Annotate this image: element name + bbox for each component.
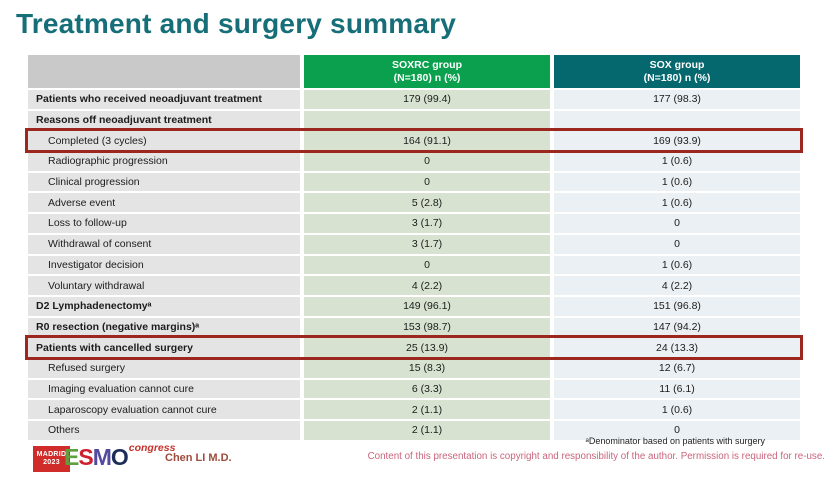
copyright-notice: Content of this presentation is copyrigh…	[367, 451, 825, 462]
sox-value: 177 (98.3)	[554, 90, 800, 109]
table-row: Imaging evaluation cannot cure 6 (3.3) 11 …	[28, 379, 800, 399]
soxrc-value: 15 (8.3)	[304, 358, 550, 378]
sox-value: 169 (93.9)	[554, 131, 800, 151]
row-label: R0 resection (negative margins)ᵃ	[28, 317, 300, 337]
sox-value: 147 (94.2)	[554, 317, 800, 337]
soxrc-value: 6 (3.3)	[304, 379, 550, 399]
madrid-2023-badge: MADRID 2023	[33, 446, 70, 472]
row-label: Patients who received neoadjuvant treatm…	[28, 90, 300, 109]
soxrc-value: 0	[304, 172, 550, 192]
row-label: Radiographic progression	[28, 152, 300, 171]
table-header-row: SOXRC group (N=180) n (%) SOX group (N=1…	[28, 55, 800, 88]
soxrc-value: 0	[304, 255, 550, 275]
sox-value: 1 (0.6)	[554, 400, 800, 419]
row-label: Refused surgery	[28, 358, 300, 378]
soxrc-value: 5 (2.8)	[304, 193, 550, 213]
column-header-sox-line1: SOX group	[649, 59, 705, 71]
sox-value: 12 (6.7)	[554, 358, 800, 378]
table-row: D2 Lymphadenectomyᵃ 149 (96.1) 151 (96.8)	[28, 296, 800, 316]
column-header-soxrc-line2: (N=180) n (%)	[393, 71, 461, 84]
row-label: Laparoscopy evaluation cannot cure	[28, 400, 300, 419]
sox-value	[554, 110, 800, 130]
table-row-highlighted: Patients with cancelled surgery 25 (13.9)…	[25, 335, 803, 360]
esmo-letter: M	[92, 444, 112, 470]
soxrc-value: 153 (98.7)	[304, 317, 550, 337]
table-row: Withdrawal of consent 3 (1.7) 0	[28, 234, 800, 254]
table-row: Laparoscopy evaluation cannot cure 2 (1.1…	[28, 400, 800, 419]
table-row: Refused surgery 15 (8.3) 12 (6.7)	[28, 358, 800, 378]
summary-table: SOXRC group (N=180) n (%) SOX group (N=1…	[25, 55, 803, 442]
row-label: Adverse event	[28, 193, 300, 213]
sox-value: 0	[554, 234, 800, 254]
table-row: Voluntary withdrawal 4 (2.2) 4 (2.2)	[28, 276, 800, 295]
soxrc-value: 25 (13.9)	[304, 338, 550, 357]
row-label: Loss to follow-up	[28, 214, 300, 233]
esmo-letter: O	[110, 444, 129, 470]
table-footnote: ᵃDenominator based on patients with surg…	[585, 436, 765, 446]
sox-value: 0	[554, 214, 800, 233]
congress-label: congress	[128, 442, 176, 454]
row-label: Voluntary withdrawal	[28, 276, 300, 295]
presenter-name: Chen LI M.D.	[165, 452, 232, 464]
row-label: Imaging evaluation cannot cure	[28, 379, 300, 399]
column-header-sox: SOX group (N=180) n (%)	[554, 55, 800, 88]
table-row: Loss to follow-up 3 (1.7) 0	[28, 214, 800, 233]
soxrc-value: 0	[304, 152, 550, 171]
table-row: Others 2 (1.1) 0	[28, 421, 800, 440]
sox-value: 11 (6.1)	[554, 379, 800, 399]
soxrc-value: 2 (1.1)	[304, 400, 550, 419]
soxrc-value: 3 (1.7)	[304, 214, 550, 233]
table-row: Reasons off neoadjuvant treatment	[28, 110, 800, 130]
sox-value: 1 (0.6)	[554, 152, 800, 171]
soxrc-value: 2 (1.1)	[304, 421, 550, 440]
table-row-highlighted: Completed (3 cycles) 164 (91.1) 169 (93.9)	[25, 128, 803, 154]
sox-value: 1 (0.6)	[554, 255, 800, 275]
row-label: Clinical progression	[28, 172, 300, 192]
row-label: Withdrawal of consent	[28, 234, 300, 254]
soxrc-value: 179 (99.4)	[304, 90, 550, 109]
sox-value: 24 (13.3)	[554, 338, 800, 357]
sox-value: 1 (0.6)	[554, 193, 800, 213]
row-label: Completed (3 cycles)	[28, 131, 300, 151]
year-label: 2023	[43, 459, 60, 466]
madrid-label: MADRID	[36, 451, 67, 458]
table-row: Adverse event 5 (2.8) 1 (0.6)	[28, 193, 800, 213]
table-row: Radiographic progression 0 1 (0.6)	[28, 152, 800, 171]
row-label: Reasons off neoadjuvant treatment	[28, 110, 300, 130]
sox-value: 0	[554, 421, 800, 440]
row-label: Patients with cancelled surgery	[28, 338, 300, 357]
sox-value: 1 (0.6)	[554, 172, 800, 192]
sox-value: 151 (96.8)	[554, 296, 800, 316]
soxrc-value: 3 (1.7)	[304, 234, 550, 254]
soxrc-value	[304, 110, 550, 130]
sox-value: 4 (2.2)	[554, 276, 800, 295]
table-corner-cell	[28, 55, 300, 88]
esmo-letter: S	[78, 444, 93, 470]
table-row: Investigator decision 0 1 (0.6)	[28, 255, 800, 275]
esmo-letter: E	[64, 444, 79, 470]
table-row: Patients who received neoadjuvant treatm…	[28, 90, 800, 109]
column-header-soxrc-line1: SOXRC group	[392, 59, 462, 71]
row-label: Investigator decision	[28, 255, 300, 275]
soxrc-value: 149 (96.1)	[304, 296, 550, 316]
table-row: R0 resection (negative margins)ᵃ 153 (98.…	[28, 317, 800, 337]
page-title: Treatment and surgery summary	[16, 8, 456, 39]
row-label: Others	[28, 421, 300, 440]
soxrc-value: 4 (2.2)	[304, 276, 550, 295]
table-row: Clinical progression 0 1 (0.6)	[28, 172, 800, 192]
column-header-soxrc: SOXRC group (N=180) n (%)	[304, 55, 550, 88]
row-label: D2 Lymphadenectomyᵃ	[28, 296, 300, 316]
column-header-sox-line2: (N=180) n (%)	[643, 71, 711, 84]
table-body: Patients who received neoadjuvant treatm…	[25, 90, 803, 440]
soxrc-value: 164 (91.1)	[304, 131, 550, 151]
